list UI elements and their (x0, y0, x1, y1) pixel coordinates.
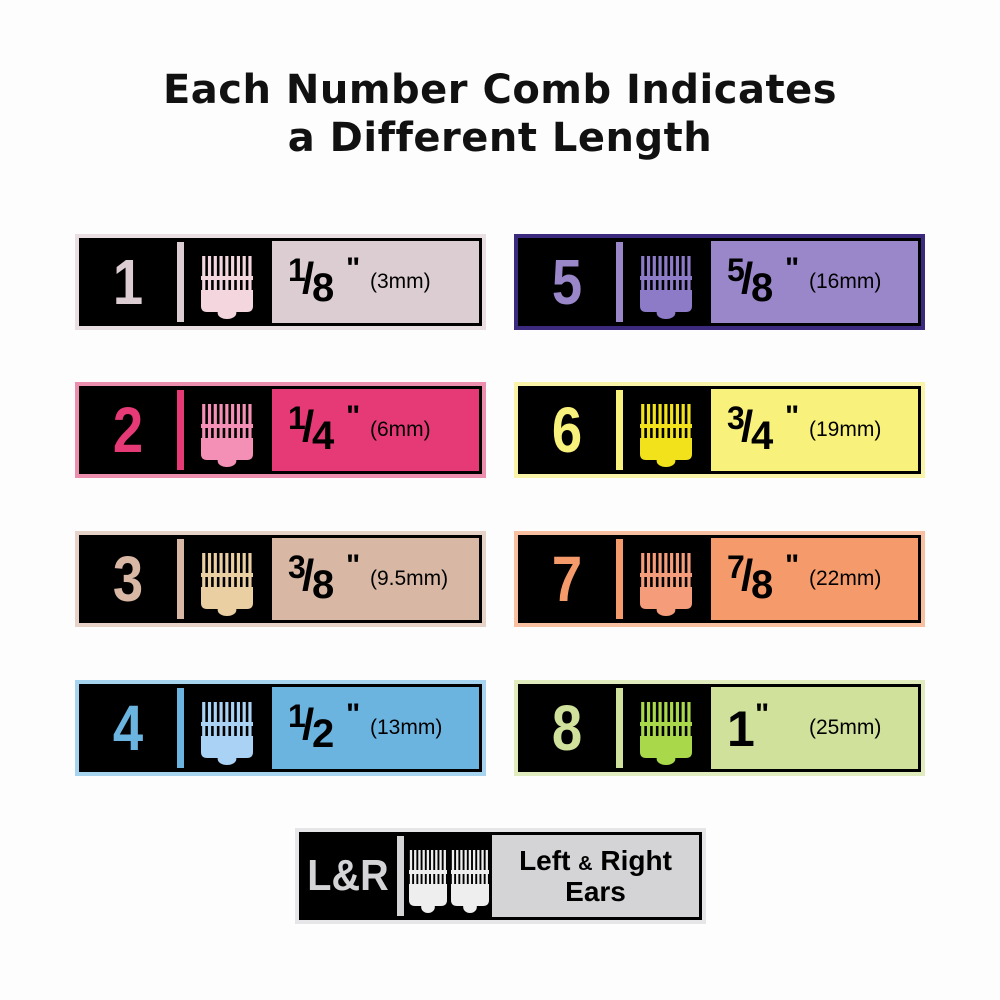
length-panel: 1 /4 " (6mm) (272, 389, 479, 471)
divider (616, 390, 623, 470)
ears-label-line2: Ears (565, 875, 626, 907)
divider (177, 539, 184, 619)
divider (177, 688, 184, 768)
divider (616, 688, 623, 768)
comb-card-5: 5 5 /8 " (16mm) (514, 234, 925, 330)
divider (616, 539, 623, 619)
fraction-slash: / (302, 551, 315, 600)
inch-mark: " (785, 252, 800, 285)
inch-mark: " (346, 252, 361, 285)
comb-number: 6 (551, 394, 583, 466)
inch-mark: " (346, 549, 361, 582)
fraction-denominator: 4 (751, 414, 774, 458)
length-mm: (19mm) (809, 418, 882, 441)
comb-number: 7 (551, 543, 583, 615)
length-fraction: 1 /2 " (288, 698, 368, 758)
length-panel: 3 /8 " (9.5mm) (272, 538, 479, 620)
inch-mark: " (755, 698, 770, 731)
fraction-slash: / (302, 254, 315, 303)
fraction-denominator: 2 (312, 712, 335, 756)
comb-card-8: 8 1 " (25mm) (514, 680, 925, 776)
fraction-slash: / (302, 402, 315, 451)
comb-card-2: 2 1 /4 " (6mm) (75, 382, 486, 478)
comb-card-ears: L&R Left & Right Ears (295, 828, 706, 924)
length-panel: 7 /8 " (22mm) (711, 538, 918, 620)
comb-number: 1 (112, 246, 144, 318)
comb-guard-icon (640, 553, 692, 616)
comb-guard-icon (640, 404, 692, 467)
divider (177, 242, 184, 322)
length-fraction: 1 /8 " (288, 252, 368, 312)
ears-label-right: Right (600, 844, 672, 876)
comb-card-3: 3 3 /8 " (9.5mm) (75, 531, 486, 627)
comb-guard-icon (201, 404, 253, 467)
length-fraction: 3 /8 " (288, 549, 368, 609)
comb-number: 5 (551, 246, 583, 318)
fraction-numerator: 1 (727, 701, 755, 757)
comb-guard-icon (640, 256, 692, 319)
fraction-denominator: 8 (751, 266, 774, 310)
comb-number: 2 (112, 394, 144, 466)
fraction-denominator: 8 (312, 266, 335, 310)
length-fraction: 1 " (727, 698, 807, 758)
length-panel: 1 /8 " (3mm) (272, 241, 479, 323)
fraction-slash: / (302, 700, 315, 749)
length-panel: 3 /4 " (19mm) (711, 389, 918, 471)
length-fraction: 7 /8 " (727, 549, 807, 609)
divider (397, 836, 404, 916)
inch-mark: " (785, 549, 800, 582)
fraction-numerator: 1 (288, 252, 306, 288)
length-mm: (9.5mm) (370, 567, 449, 590)
length-fraction: 3 /4 " (727, 400, 807, 460)
page-title: Each Number Comb Indicates a Different L… (0, 66, 1000, 162)
fraction-numerator: 3 (727, 400, 745, 436)
fraction-slash: / (741, 402, 754, 451)
comb-guard-icon (640, 702, 692, 765)
fraction-numerator: 1 (288, 698, 306, 734)
title-line-1: Each Number Comb Indicates (162, 67, 837, 113)
length-fraction: 1 /4 " (288, 400, 368, 460)
comb-guard-icon (201, 553, 253, 616)
comb-number: 8 (551, 692, 583, 764)
divider (177, 390, 184, 470)
length-mm: (22mm) (809, 567, 882, 590)
ears-label-amp: & (578, 852, 593, 875)
comb-number: 3 (112, 543, 144, 615)
comb-card-6: 6 3 /4 " (19mm) (514, 382, 925, 478)
fraction-numerator: 1 (288, 400, 306, 436)
ears-label-panel: Left & Right Ears (492, 835, 699, 917)
fraction-numerator: 7 (727, 549, 745, 585)
comb-card-4: 4 1 /2 " (13mm) (75, 680, 486, 776)
inch-mark: " (346, 698, 361, 731)
length-mm: (3mm) (370, 270, 431, 293)
length-mm: (16mm) (809, 270, 882, 293)
ears-label-left: Left (519, 844, 571, 876)
inch-mark: " (346, 400, 361, 433)
length-panel: 5 /8 " (16mm) (711, 241, 918, 323)
fraction-denominator: 8 (751, 563, 774, 607)
length-mm: (25mm) (809, 716, 882, 739)
comb-number: 4 (112, 692, 144, 764)
length-mm: (6mm) (370, 418, 431, 441)
fraction-numerator: 3 (288, 549, 306, 585)
comb-guard-icon (201, 702, 253, 765)
inch-mark: " (785, 400, 800, 433)
length-panel: 1 " (25mm) (711, 687, 918, 769)
length-mm: (13mm) (370, 716, 443, 739)
title-line-2: a Different Length (287, 115, 713, 161)
divider (616, 242, 623, 322)
comb-number: L&R (307, 851, 389, 900)
comb-guard-icon (201, 256, 253, 319)
fraction-slash: / (741, 551, 754, 600)
length-panel: 1 /2 " (13mm) (272, 687, 479, 769)
ear-combs-icon (409, 850, 489, 913)
fraction-slash: / (741, 254, 754, 303)
fraction-numerator: 5 (727, 252, 745, 288)
length-fraction: 5 /8 " (727, 252, 807, 312)
fraction-denominator: 8 (312, 563, 335, 607)
comb-card-7: 7 7 /8 " (22mm) (514, 531, 925, 627)
fraction-denominator: 4 (312, 414, 335, 458)
comb-card-1: 1 1 /8 " (3mm) (75, 234, 486, 330)
